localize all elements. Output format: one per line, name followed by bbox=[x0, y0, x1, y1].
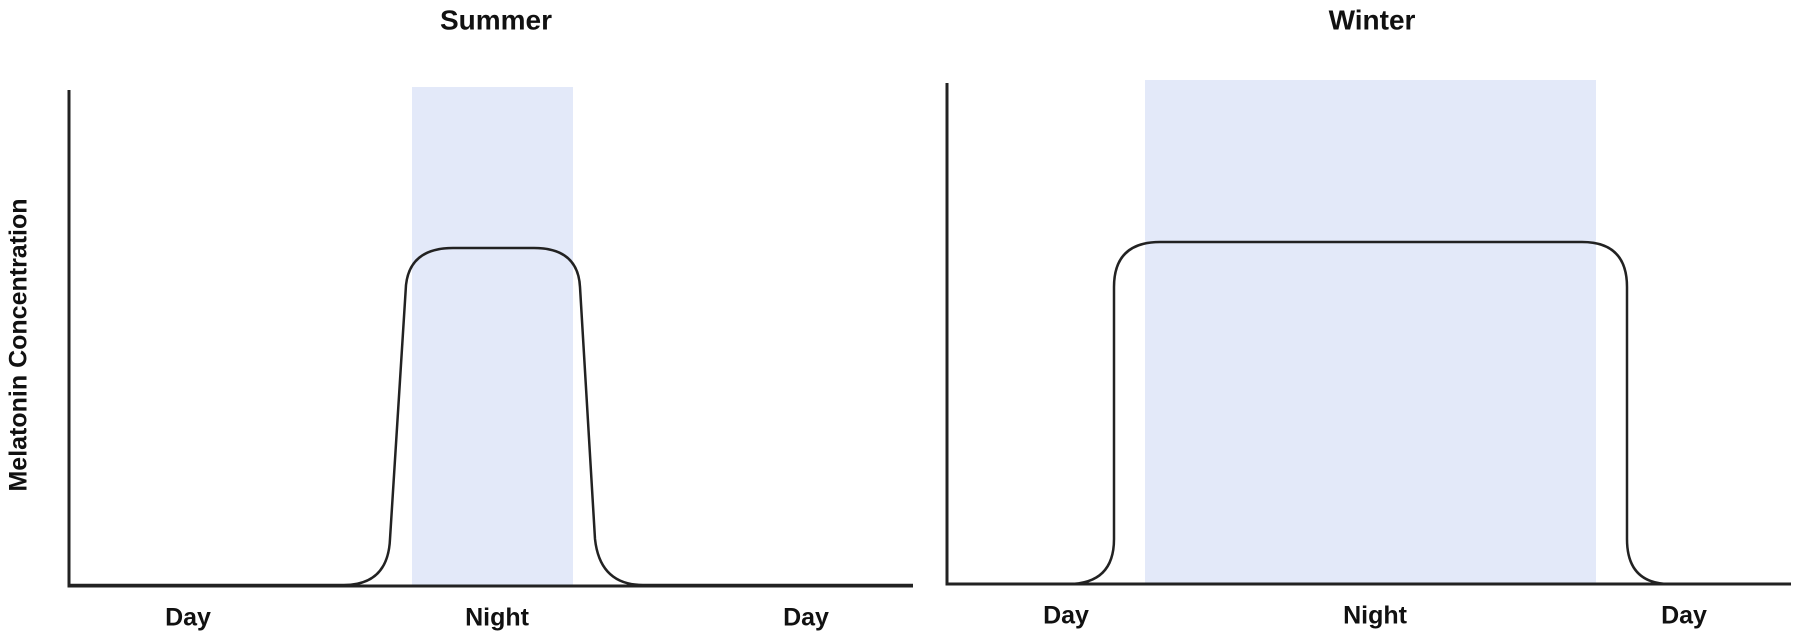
x-label: Night bbox=[1343, 602, 1408, 630]
night-shade bbox=[1145, 80, 1596, 584]
x-label: Night bbox=[465, 604, 530, 632]
melatonin-curve bbox=[69, 246, 913, 587]
y-axis-label: Melatonin Concentration bbox=[5, 198, 33, 491]
x-label: Day bbox=[1661, 602, 1707, 630]
x-label: Day bbox=[1043, 602, 1089, 630]
melatonin-curve bbox=[947, 240, 1791, 586]
x-label: Day bbox=[165, 604, 211, 632]
x-label: Day bbox=[783, 604, 829, 632]
panel-title: Summer bbox=[440, 4, 552, 35]
panel-title: Winter bbox=[1329, 4, 1416, 35]
night-shade bbox=[412, 87, 573, 586]
